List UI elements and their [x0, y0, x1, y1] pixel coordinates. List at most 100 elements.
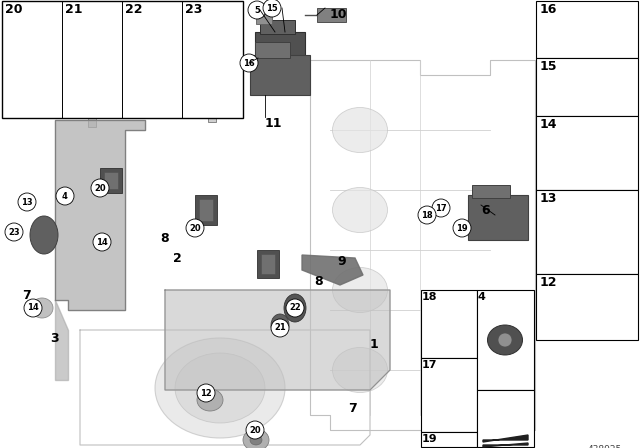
Ellipse shape	[18, 193, 36, 211]
Bar	[100, 168, 122, 193]
Bar	[445, 379, 453, 424]
Bar	[25, 15, 37, 19]
Text: 438925: 438925	[588, 445, 622, 448]
Ellipse shape	[30, 216, 58, 254]
Ellipse shape	[56, 187, 74, 205]
Text: 6: 6	[481, 204, 490, 217]
Ellipse shape	[186, 219, 204, 237]
Bar	[140, 15, 164, 23]
Text: 15: 15	[540, 60, 557, 73]
Bar	[536, 1, 638, 58]
Ellipse shape	[333, 188, 387, 233]
Bar	[2, 1, 243, 118]
Text: 10: 10	[330, 8, 348, 21]
Text: 21: 21	[274, 323, 286, 332]
Bar	[586, 284, 604, 291]
Bar	[104, 172, 118, 189]
Bar	[586, 11, 604, 18]
Polygon shape	[55, 120, 145, 310]
Bar	[22, 15, 40, 22]
Polygon shape	[302, 255, 363, 285]
Ellipse shape	[248, 1, 266, 19]
Ellipse shape	[286, 299, 304, 317]
Text: 9: 9	[337, 255, 346, 268]
Bar	[472, 185, 510, 198]
Ellipse shape	[246, 421, 264, 439]
Bar	[589, 126, 601, 130]
Bar	[88, 22, 96, 127]
Text: 4: 4	[478, 292, 486, 302]
Ellipse shape	[333, 267, 387, 313]
Ellipse shape	[243, 429, 269, 448]
Text: 22: 22	[289, 303, 301, 313]
Bar	[261, 254, 275, 274]
Text: 20: 20	[94, 184, 106, 193]
Text: 7: 7	[22, 289, 31, 302]
Ellipse shape	[284, 294, 306, 322]
Bar	[83, 15, 101, 22]
Text: 21: 21	[65, 3, 83, 16]
Ellipse shape	[240, 54, 258, 72]
Text: 22: 22	[125, 3, 143, 16]
Bar	[250, 55, 310, 95]
Bar	[445, 312, 453, 347]
Text: 1: 1	[370, 338, 379, 351]
Bar	[586, 200, 604, 207]
Ellipse shape	[271, 319, 289, 337]
Text: 5: 5	[254, 5, 260, 14]
Text: 20: 20	[189, 224, 201, 233]
Bar	[591, 291, 599, 336]
Bar	[426, 436, 470, 445]
Ellipse shape	[91, 179, 109, 197]
Bar	[591, 133, 599, 188]
Bar	[199, 199, 213, 221]
Text: 19: 19	[422, 434, 438, 444]
Ellipse shape	[271, 314, 289, 336]
Text: 13: 13	[21, 198, 33, 207]
Polygon shape	[55, 300, 68, 380]
Ellipse shape	[155, 338, 285, 438]
Bar	[317, 8, 346, 22]
Text: 2: 2	[173, 252, 182, 265]
Text: 13: 13	[540, 192, 557, 205]
Ellipse shape	[263, 0, 281, 17]
Bar	[536, 190, 638, 274]
Text: 20: 20	[5, 3, 22, 16]
Bar	[421, 432, 477, 447]
Bar	[255, 42, 290, 58]
Ellipse shape	[250, 435, 262, 445]
Bar	[468, 195, 528, 240]
Polygon shape	[80, 330, 370, 445]
Text: 7: 7	[348, 402, 356, 415]
Bar	[536, 116, 638, 190]
Bar	[586, 126, 604, 133]
Bar	[143, 23, 161, 85]
Bar	[589, 11, 601, 15]
Text: 14: 14	[96, 237, 108, 246]
Bar	[440, 372, 458, 379]
Ellipse shape	[5, 223, 23, 241]
Bar	[145, 15, 159, 20]
Ellipse shape	[333, 348, 387, 392]
Ellipse shape	[453, 219, 471, 237]
Bar	[589, 200, 601, 204]
Polygon shape	[165, 290, 390, 390]
Ellipse shape	[498, 333, 512, 347]
Bar	[208, 22, 216, 122]
Polygon shape	[310, 60, 535, 430]
Text: 12: 12	[540, 276, 557, 289]
Bar	[477, 390, 534, 447]
Ellipse shape	[31, 298, 53, 318]
Text: 18: 18	[422, 292, 438, 302]
Bar	[257, 250, 279, 278]
Text: 23: 23	[8, 228, 20, 237]
Bar	[195, 195, 217, 225]
Ellipse shape	[93, 233, 111, 251]
Bar	[589, 284, 601, 288]
Bar	[440, 305, 458, 312]
Bar	[536, 58, 638, 116]
Bar	[421, 358, 477, 432]
Ellipse shape	[197, 384, 215, 402]
Polygon shape	[483, 435, 528, 442]
Bar	[260, 20, 295, 34]
